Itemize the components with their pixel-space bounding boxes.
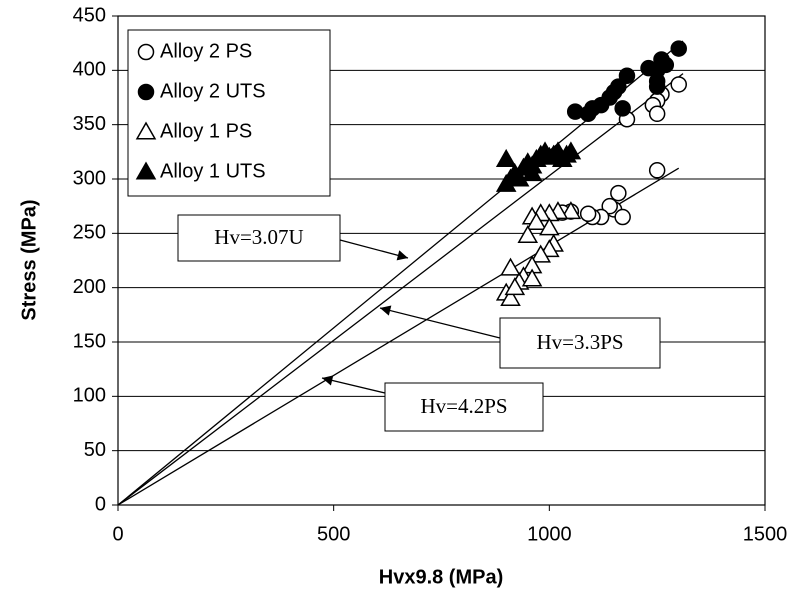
- data-point: [539, 217, 560, 236]
- y-tick-label: 350: [73, 113, 106, 135]
- y-tick-label: 50: [84, 439, 106, 461]
- annotation-label: Hv=3.07U: [214, 225, 303, 249]
- y-tick-label: 200: [73, 276, 106, 298]
- annotation-arrow: [321, 375, 386, 394]
- data-point: [614, 208, 631, 226]
- data-point: [648, 162, 666, 179]
- y-tick-label: 0: [95, 493, 106, 515]
- annotation-box: [177, 214, 341, 262]
- annotation-arrow: [379, 305, 501, 339]
- annotation-arrow: [339, 239, 409, 261]
- legend-label: Alloy 2 UTS: [160, 80, 266, 102]
- legend-label: Alloy 1 PS: [160, 120, 252, 142]
- data-point: [500, 257, 521, 276]
- data-point: [526, 211, 547, 230]
- fit-line: [117, 73, 684, 506]
- legend-marker: [135, 121, 157, 140]
- legend-label: Alloy 1 UTS: [160, 160, 266, 182]
- y-tick-label: 400: [73, 59, 106, 81]
- y-tick-label: 300: [73, 167, 106, 189]
- annotation-box: [384, 382, 544, 432]
- data-point: [648, 78, 666, 95]
- legend-box: [127, 29, 331, 197]
- annotation-label: Hv=4.2PS: [420, 394, 507, 418]
- data-point: [670, 40, 687, 57]
- plot-frame: [117, 15, 766, 506]
- y-tick-label: 150: [73, 330, 106, 352]
- data-point: [579, 205, 597, 223]
- data-point: [504, 277, 526, 296]
- data-point: [517, 224, 539, 244]
- annotation-box: [499, 317, 661, 369]
- y-axis-label: Stress (MPa): [18, 199, 40, 320]
- data-point: [640, 59, 657, 77]
- legend-marker: [137, 43, 155, 61]
- data-point: [521, 268, 543, 287]
- data-point: [495, 148, 517, 167]
- legend-marker: [137, 83, 155, 101]
- y-tick-label: 450: [73, 4, 106, 26]
- data-point: [618, 67, 636, 85]
- data-point: [508, 168, 530, 187]
- x-axis-label: Hvx9.8 (MPa): [379, 566, 504, 588]
- fit-line: [117, 167, 680, 506]
- x-tick-label: 500: [317, 523, 350, 545]
- data-point: [521, 155, 543, 174]
- x-tick-label: 1500: [743, 523, 788, 545]
- annotation-label: Hv=3.3PS: [536, 330, 623, 354]
- legend-marker: [135, 161, 157, 180]
- data-point: [560, 201, 582, 220]
- data-point: [648, 105, 666, 123]
- data-point: [560, 141, 582, 160]
- data-point: [530, 244, 551, 263]
- legend-label: Alloy 2 PS: [160, 40, 252, 62]
- data-point: [566, 103, 584, 120]
- data-point: [601, 197, 618, 215]
- x-tick-label: 1000: [527, 523, 572, 545]
- data-point: [614, 100, 631, 117]
- data-point: [610, 184, 627, 202]
- x-tick-label: 0: [112, 523, 123, 545]
- y-tick-label: 100: [73, 385, 106, 407]
- y-tick-label: 250: [73, 222, 106, 244]
- data-point: [500, 288, 521, 307]
- data-point: [670, 76, 687, 93]
